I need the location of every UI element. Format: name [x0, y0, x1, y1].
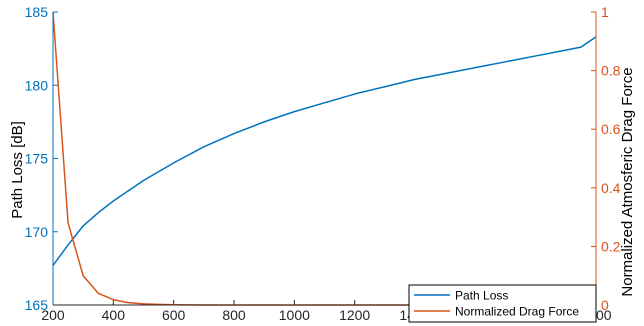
x-tick-label: 400: [102, 307, 126, 323]
y-right-axis-label: Normalized Atmosferic Drag Force: [619, 67, 636, 296]
y-right-tick-label: 0.6: [601, 121, 621, 137]
legend: Path Loss Normalized Drag Force: [408, 284, 597, 323]
x-tick-label: 1000: [279, 307, 310, 323]
x-tick-label: 600: [162, 307, 186, 323]
y-left-tick-label: 165: [25, 297, 49, 313]
x-tick-label: 800: [222, 307, 246, 323]
legend-box: [408, 284, 597, 323]
y-left-tick-label: 170: [25, 224, 49, 240]
legend-label-drag-force: Normalized Drag Force: [455, 305, 579, 319]
y-left-tick-label: 175: [25, 151, 49, 167]
series-line-drag-force: [52, 11, 596, 306]
y-left-axis-label: Path Loss [dB]: [9, 121, 26, 219]
legend-label-path-loss: Path Loss: [455, 289, 508, 303]
x-tick-label: 200: [41, 307, 65, 323]
series-layer: [52, 11, 597, 306]
series-line-path-loss: [52, 36, 597, 266]
y-right-tick-label: 1: [601, 4, 609, 20]
ticks-layer: 2004006008001000120014001600180020001651…: [25, 4, 621, 323]
y-left-tick-label: 185: [25, 4, 49, 20]
y-left-tick-label: 180: [25, 77, 49, 93]
frame-layer: [52, 12, 597, 306]
y-right-tick-label: 0.4: [601, 180, 621, 196]
y-right-tick-label: 0.2: [601, 238, 621, 254]
y-right-tick-label: 0.8: [601, 63, 621, 79]
y-right-tick-label: 0: [601, 297, 609, 313]
x-tick-label: 1200: [339, 307, 370, 323]
